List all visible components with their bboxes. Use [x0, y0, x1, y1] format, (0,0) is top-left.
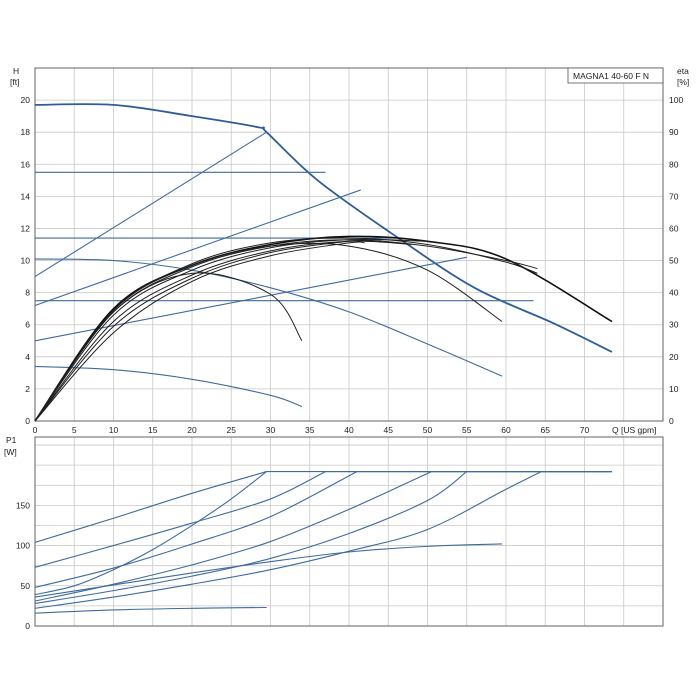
head-curve [34, 258, 503, 377]
power-curve [34, 471, 612, 543]
head-curve [34, 256, 467, 342]
head-tick-label: 8 [25, 288, 30, 298]
flow-tick-label: 65 [541, 425, 551, 435]
power-tick-label: 150 [16, 500, 30, 510]
flow-tick-label: 0 [33, 425, 38, 435]
head-curve [34, 103, 613, 353]
flow-tick-label: 50 [423, 425, 433, 435]
head-axis-label: H [13, 66, 19, 76]
head-tick-label: 2 [25, 384, 30, 394]
head-tick-label: 16 [21, 159, 31, 169]
head-grid [34, 67, 664, 422]
efficiency-tick-label: 20 [669, 352, 679, 362]
power-grid [34, 437, 664, 627]
head-curve [34, 131, 267, 278]
power-tick-label: 100 [16, 541, 30, 551]
flow-tick-label: 30 [266, 425, 276, 435]
power-curve [34, 471, 612, 568]
efficiency-curve [34, 272, 303, 422]
efficiency-axis-label: eta [677, 66, 689, 76]
flow-tick-label: 15 [148, 425, 158, 435]
power-curve [34, 606, 267, 614]
flow-axis-label: Q [US gpm] [612, 425, 656, 435]
flow-tick-label: 35 [305, 425, 315, 435]
flow-tick-label: 40 [344, 425, 354, 435]
head-tick-label: 12 [21, 223, 31, 233]
efficiency-tick-label: 30 [669, 320, 679, 330]
power-plot-frame [34, 436, 664, 627]
head-tick-label: 10 [21, 256, 31, 266]
head-tick-label: 14 [21, 191, 31, 201]
efficiency-tick-label: 90 [669, 127, 679, 137]
flow-tick-label: 10 [109, 425, 119, 435]
flow-tick-label: 5 [72, 425, 77, 435]
power-tick-label: 0 [25, 621, 30, 631]
efficiency-curve [34, 239, 538, 422]
efficiency-curve [34, 235, 613, 422]
efficiency-curve [34, 238, 428, 422]
efficiency-tick-label: 70 [669, 191, 679, 201]
power-tick-labels: 0 50 100 150 [16, 500, 30, 631]
power-axis-label: P1 [6, 435, 17, 445]
flow-tick-label: 20 [187, 425, 197, 435]
efficiency-curve [34, 241, 365, 422]
efficiency-curve [34, 240, 412, 422]
efficiency-tick-label: 60 [669, 223, 679, 233]
efficiency-tick-label: 0 [669, 416, 674, 426]
head-curve [34, 365, 303, 408]
head-tick-label: 4 [25, 352, 30, 362]
efficiency-tick-labels: 0 10 20 30 40 50 60 70 80 90 100 [669, 95, 683, 426]
power-curve [34, 471, 267, 596]
head-axis-unit: [ft] [10, 77, 19, 87]
head-plot-frame [34, 67, 664, 422]
power-curve [34, 471, 612, 609]
pump-model-title: MAGNA1 40-60 F N [573, 71, 649, 81]
head-curve [34, 189, 361, 306]
head-curves [34, 103, 613, 408]
power-panel: 0 50 100 150 P1 [W] [4, 435, 664, 631]
head-tick-label: 18 [21, 127, 31, 137]
flow-tick-label: 55 [462, 425, 472, 435]
efficiency-tick-label: 40 [669, 288, 679, 298]
head-tick-labels: 0 2 4 6 8 10 12 14 16 18 20 [21, 95, 31, 426]
head-tick-label: 20 [21, 95, 31, 105]
efficiency-tick-label: 100 [669, 95, 683, 105]
efficiency-tick-label: 50 [669, 256, 679, 266]
power-curve [34, 471, 612, 602]
flow-tick-label: 70 [580, 425, 590, 435]
efficiency-curve [34, 239, 373, 422]
efficiency-curve [34, 237, 538, 422]
flow-tick-label: 25 [227, 425, 237, 435]
efficiency-tick-label: 80 [669, 159, 679, 169]
flow-tick-label: 45 [384, 425, 394, 435]
head-tick-label: 0 [25, 416, 30, 426]
flow-tick-labels: 0 5 10 15 20 25 30 35 40 45 50 55 60 65 70 [33, 425, 590, 435]
pump-model-box [567, 67, 664, 84]
efficiency-tick-label: 10 [669, 384, 679, 394]
flow-tick-label: 60 [501, 425, 511, 435]
head-tick-label: 6 [25, 320, 30, 330]
power-axis-unit: [W] [4, 447, 17, 457]
efficiency-axis-unit: [%] [677, 77, 689, 87]
power-tick-label: 50 [21, 581, 31, 591]
power-curve [34, 471, 612, 605]
power-curve [34, 543, 503, 598]
efficiency-curves [34, 235, 613, 422]
power-curve [34, 471, 612, 588]
power-curves [34, 471, 612, 614]
